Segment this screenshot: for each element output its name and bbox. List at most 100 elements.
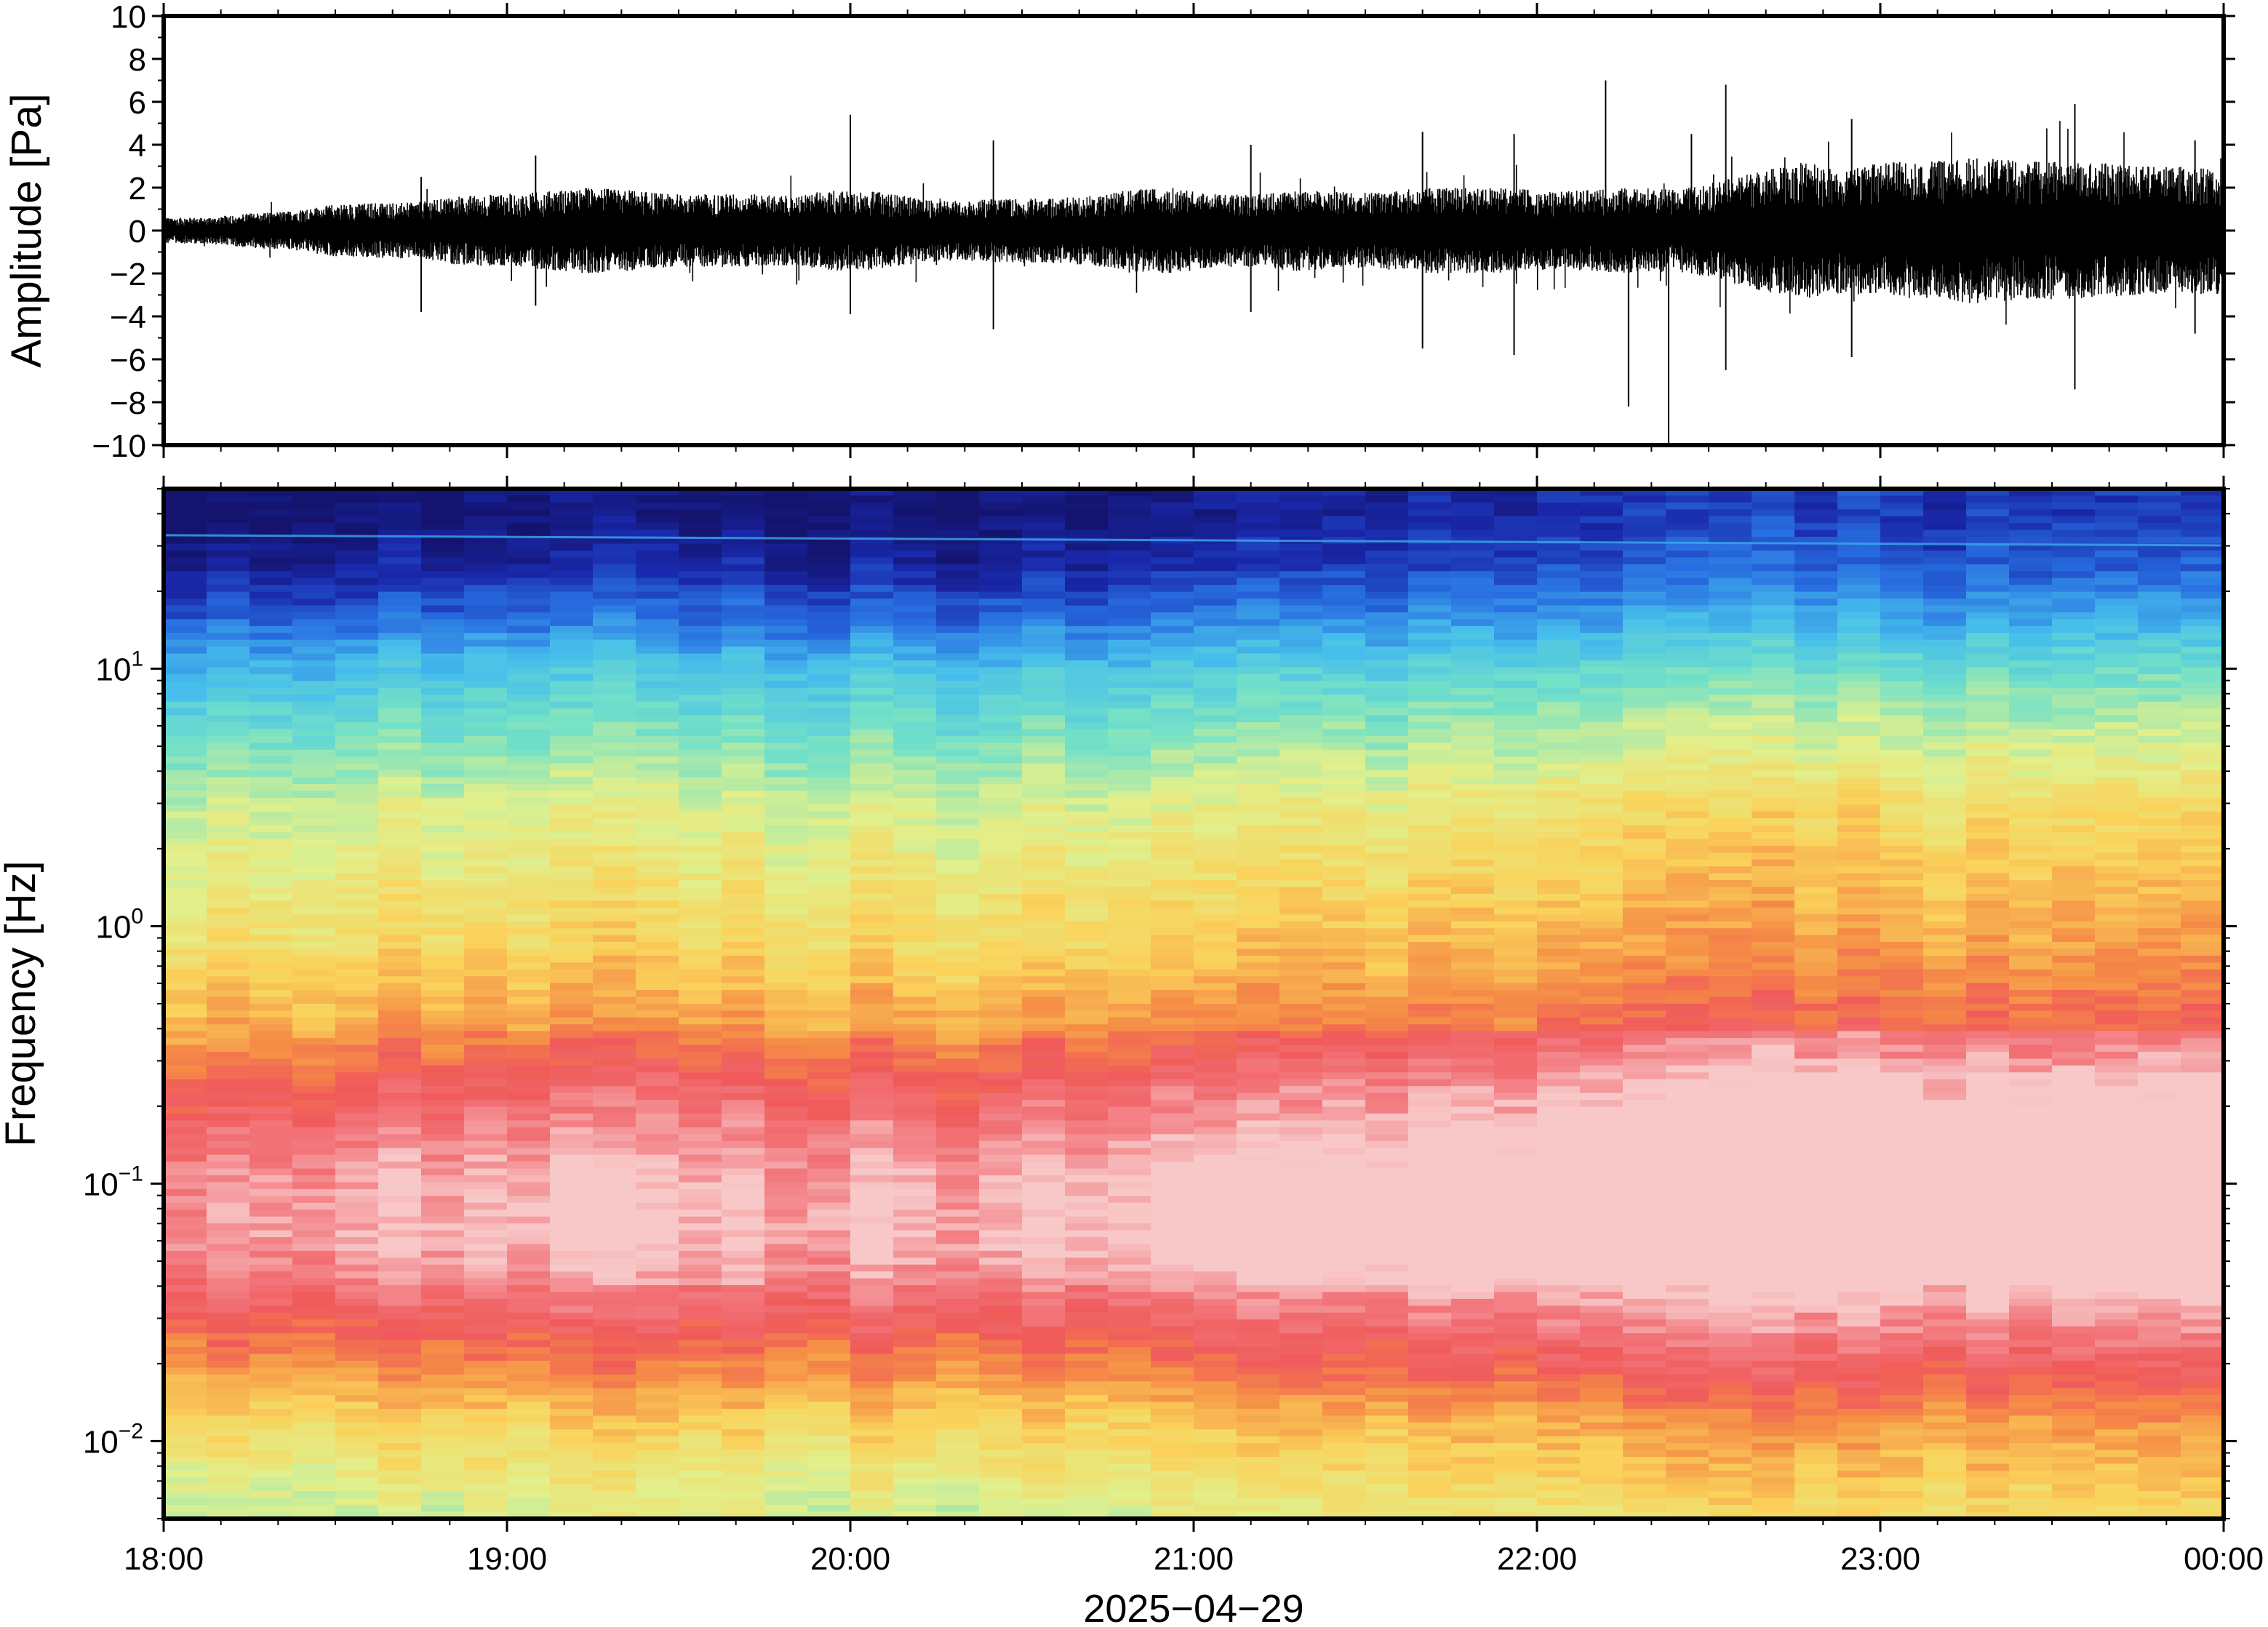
spectrogram-cell — [936, 544, 980, 551]
spectrogram-cell — [1322, 695, 1366, 702]
spectrogram-cell — [1279, 1415, 1323, 1423]
spectrogram-cell — [850, 1038, 894, 1045]
spectrogram-cell — [936, 1134, 980, 1141]
spectrogram-cell — [1365, 791, 1409, 798]
spectrogram-cell — [593, 1169, 636, 1176]
spectrogram-cell — [1408, 1429, 1452, 1436]
spectrogram-heatmap — [164, 489, 2224, 1519]
spectrogram-cell — [464, 571, 508, 578]
spectrogram-cell — [807, 1319, 851, 1327]
spectrogram-cell — [1279, 764, 1323, 771]
spectrogram-cell — [1065, 557, 1109, 564]
spectrogram-cell — [1237, 956, 1280, 963]
spectrogram-cell — [893, 1299, 937, 1306]
spectrogram-cell — [1408, 1052, 1452, 1059]
spectrogram-cell — [1237, 1223, 1280, 1231]
spectrogram-cell — [1408, 1258, 1452, 1265]
spectrogram-cell — [1151, 990, 1194, 997]
spectrogram-cell — [1194, 1471, 1237, 1478]
spectrogram-cell — [593, 948, 636, 956]
spectrogram-cell — [292, 654, 336, 661]
spectrogram-cell — [807, 1375, 851, 1382]
spectrogram-cell — [636, 592, 679, 599]
spectrogram-cell — [1408, 716, 1452, 723]
spectrogram-cell — [550, 1258, 594, 1265]
spectrogram-cell — [292, 839, 336, 846]
spectrogram-cell — [979, 1375, 1023, 1382]
spectrogram-cell — [378, 880, 422, 887]
spectrogram-cell — [1065, 1223, 1109, 1231]
spectrogram-cell — [1322, 750, 1366, 757]
spectrogram-cell — [249, 1100, 293, 1107]
spectrogram-cell — [1365, 1086, 1409, 1093]
spectrogram-cell — [335, 557, 379, 564]
spectrogram-cell — [1022, 1155, 1066, 1162]
spectrogram-cell — [1451, 1148, 1495, 1155]
spectrogram-cell — [1065, 1093, 1109, 1100]
spectrogram-cell — [1365, 900, 1409, 908]
spectrogram-cell — [335, 1361, 379, 1368]
spectrogram-cell — [722, 826, 765, 833]
spectrogram-cell — [207, 1086, 250, 1093]
spectrogram-cell — [679, 1271, 722, 1279]
spectrogram-cell — [292, 1079, 336, 1087]
spectrogram-cell — [421, 1265, 465, 1272]
spectrogram-cell — [1537, 983, 1581, 991]
spectrogram-cell — [936, 1155, 980, 1162]
spectrogram-cell — [1022, 647, 1066, 654]
spectrogram-cell — [893, 578, 937, 585]
spectrogram-cell — [679, 1388, 722, 1396]
spectrogram-cell — [249, 935, 293, 943]
spectrogram-cell — [207, 1031, 250, 1039]
spectrogram-cell — [292, 503, 336, 510]
spectrogram-cell — [1108, 852, 1151, 860]
spectrogram-cell — [1494, 1319, 1538, 1327]
spectrogram-cell — [807, 523, 851, 530]
spectrogram-cell — [1451, 1375, 1495, 1382]
spectrogram-cell — [1194, 750, 1237, 757]
spectrogram-cell — [1494, 544, 1538, 551]
spectrogram-cell — [1451, 1429, 1495, 1436]
spectrogram-cell — [207, 900, 250, 908]
spectrogram-cell — [507, 942, 551, 949]
spectrogram-cell — [464, 1491, 508, 1498]
spectrogram-cell — [1194, 839, 1237, 846]
spectrogram-cell — [1408, 495, 1452, 503]
spectrogram-cell — [764, 626, 808, 633]
spectrogram-cell — [1279, 516, 1323, 524]
spectrogram-cell — [593, 1436, 636, 1444]
spectrogram-cell — [421, 935, 465, 943]
spectrogram-cell — [893, 1059, 937, 1066]
spectrogram-cell — [593, 619, 636, 626]
spectrogram-cell — [679, 1463, 722, 1471]
spectrogram-cell — [979, 1141, 1023, 1148]
spectrogram-cell — [764, 1120, 808, 1127]
spectrogram-cell — [979, 1484, 1023, 1492]
spectrogram-cell — [1194, 1072, 1237, 1079]
spectrogram-cell — [1194, 592, 1237, 599]
spectrogram-cell — [378, 571, 422, 578]
spectrogram-cell — [679, 1010, 722, 1018]
spectrogram-cell — [593, 1107, 636, 1114]
spectrogram-cell — [1022, 1203, 1066, 1210]
spectrogram-cell — [421, 1169, 465, 1176]
spectrogram-cell — [507, 743, 551, 750]
spectrogram-cell — [550, 1072, 594, 1079]
spectrogram-cell — [936, 1120, 980, 1127]
spectrogram-cell — [507, 1210, 551, 1217]
spectrogram-cell — [164, 1100, 207, 1107]
spectrogram-cell — [807, 983, 851, 991]
spectrogram-cell — [292, 729, 336, 736]
spectrogram-cell — [207, 770, 250, 777]
spectrogram-cell — [464, 1402, 508, 1410]
spectrogram-cell — [593, 1251, 636, 1258]
spectrogram-cell — [249, 922, 293, 929]
spectrogram-cell — [807, 688, 851, 695]
spectrogram-cell — [1322, 729, 1366, 736]
spectrogram-cell — [1494, 1265, 1538, 1272]
spectrogram-cell — [636, 654, 679, 661]
spectrogram-cell — [1065, 660, 1109, 668]
spectrogram-cell — [335, 1066, 379, 1073]
spectrogram-cell — [1237, 1388, 1280, 1396]
spectrogram-cell — [593, 1402, 636, 1410]
